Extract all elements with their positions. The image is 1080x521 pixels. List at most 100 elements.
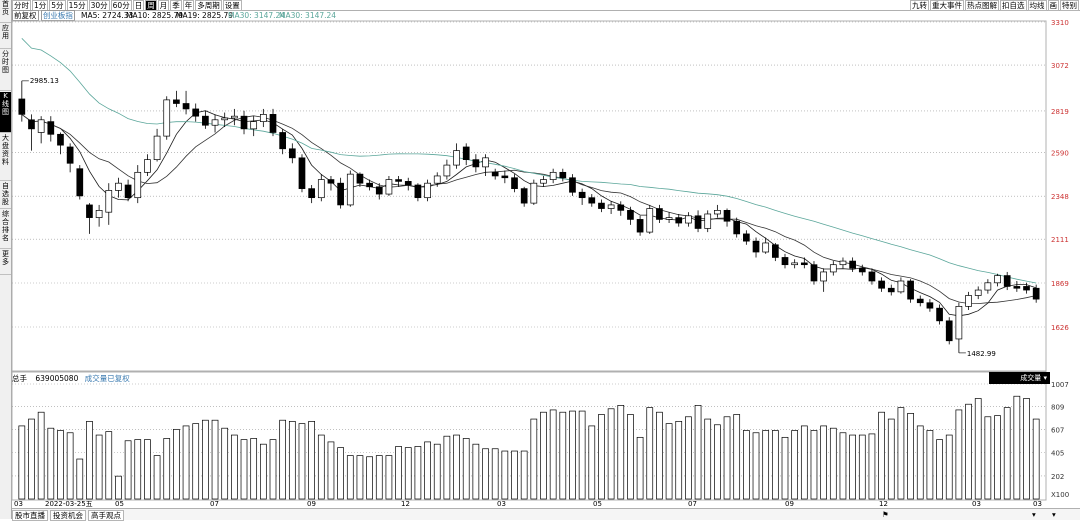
candle-body bbox=[395, 179, 402, 182]
tool-button-6[interactable]: 特别 bbox=[1060, 0, 1079, 11]
volume-axis-tick: X100 bbox=[1051, 491, 1069, 499]
volume-bar bbox=[424, 441, 431, 500]
volume-bar bbox=[144, 439, 151, 500]
volume-bar bbox=[897, 407, 905, 500]
candle-body bbox=[163, 99, 171, 137]
candle-body bbox=[627, 210, 634, 220]
period-button-5[interactable]: 60分 bbox=[110, 0, 132, 11]
low-annotation: 1482.99 bbox=[967, 350, 996, 358]
period-button-7[interactable]: 周 bbox=[145, 0, 157, 11]
tool-button-1[interactable]: 重大事件 bbox=[930, 0, 964, 11]
volume-label: 总手 bbox=[12, 374, 27, 383]
chevron-down-icon: ▾ bbox=[1043, 374, 1047, 382]
candle-body bbox=[733, 220, 741, 235]
candle-body bbox=[646, 208, 654, 233]
flag-icon[interactable]: ⚑ bbox=[882, 510, 889, 519]
volume-bar bbox=[134, 439, 142, 500]
period-button-0[interactable]: 分时 bbox=[12, 0, 31, 11]
candle-body bbox=[404, 181, 412, 186]
candle-body bbox=[1013, 286, 1021, 289]
volume-bar bbox=[675, 420, 683, 500]
candle-body bbox=[153, 135, 161, 160]
candle-body bbox=[86, 204, 93, 218]
sidebar-tab-0[interactable]: 首页 bbox=[0, 0, 11, 23]
volume-bar bbox=[656, 411, 663, 500]
period-button-9[interactable]: 季 bbox=[170, 0, 182, 11]
period-button-2[interactable]: 5分 bbox=[49, 0, 66, 11]
candle-body bbox=[173, 99, 180, 104]
volume-bar bbox=[907, 412, 914, 500]
candle-body bbox=[18, 98, 26, 115]
tool-button-4[interactable]: 均线 bbox=[1027, 0, 1047, 11]
volume-bar bbox=[491, 448, 499, 500]
volume-bar bbox=[520, 450, 528, 500]
period-button-10[interactable]: 年 bbox=[182, 0, 195, 11]
period-button-12[interactable]: 设置 bbox=[222, 0, 242, 11]
volume-bar bbox=[18, 425, 26, 500]
volume-bar bbox=[308, 420, 315, 500]
candle-body bbox=[231, 115, 238, 119]
candle-body bbox=[240, 115, 248, 130]
volume-bar bbox=[95, 434, 103, 500]
candle-body bbox=[298, 157, 306, 189]
candle-body bbox=[433, 175, 441, 184]
candle-body bbox=[656, 208, 663, 220]
tool-button-0[interactable]: 九转 bbox=[910, 0, 929, 11]
chevron-down-icon[interactable]: ▾ bbox=[1052, 510, 1056, 519]
period-button-6[interactable]: 日 bbox=[132, 0, 145, 11]
bottom-tab-1[interactable]: 投资机会 bbox=[50, 510, 86, 521]
candle-body bbox=[820, 271, 827, 282]
volume-bar bbox=[820, 425, 827, 500]
sidebar-tab-5[interactable]: 自选股 bbox=[0, 182, 11, 209]
volume-bar bbox=[404, 447, 412, 500]
period-button-1[interactable]: 1分 bbox=[32, 0, 49, 11]
volume-bar bbox=[385, 455, 393, 500]
sidebar-tab-4[interactable]: 大盘资料 bbox=[0, 134, 11, 181]
volume-value: 639005080 bbox=[35, 374, 79, 383]
period-button-4[interactable]: 30分 bbox=[88, 0, 110, 11]
volume-bar bbox=[791, 430, 799, 500]
sidebar-tab-6[interactable]: 综合排名 bbox=[0, 210, 11, 249]
volume-bar bbox=[858, 434, 866, 500]
candle-body bbox=[211, 119, 219, 126]
candle-body bbox=[771, 244, 779, 258]
volume-bar bbox=[231, 434, 238, 500]
candle-body bbox=[66, 146, 74, 164]
price-adjust-selector[interactable]: 前复权 创业板指 bbox=[12, 10, 75, 21]
sidebar-tab-3[interactable]: K线图 bbox=[0, 92, 11, 133]
volume-indicator-select[interactable]: 成交量 ▾ bbox=[989, 372, 1050, 384]
volume-bar bbox=[965, 403, 972, 500]
period-button-11[interactable]: 多周期 bbox=[195, 0, 222, 11]
candle-body bbox=[124, 184, 132, 199]
volume-bar bbox=[974, 398, 982, 500]
chevron-down-icon[interactable]: ▾ bbox=[1032, 510, 1036, 519]
sidebar-tab-7[interactable]: 更多 bbox=[0, 250, 11, 275]
candle-body bbox=[520, 188, 528, 204]
bottom-tab-0[interactable]: 股市直播 bbox=[12, 510, 48, 521]
ma30-legend: MA30: 3147.24 bbox=[228, 11, 286, 20]
sidebar-tab-2[interactable]: 分时图 bbox=[0, 50, 11, 91]
volume-bar bbox=[327, 441, 335, 500]
candle-body bbox=[491, 171, 499, 177]
sidebar-tab-1[interactable]: 应用 bbox=[0, 24, 11, 49]
bottom-tab-2[interactable]: 高手观点 bbox=[88, 510, 124, 521]
volume-bar bbox=[781, 436, 789, 500]
adjust-select-label[interactable]: 前复权 bbox=[12, 10, 39, 21]
volume-bar bbox=[298, 423, 306, 500]
tool-button-3[interactable]: 扣自选 bbox=[1000, 0, 1027, 11]
volume-bar bbox=[153, 455, 161, 500]
index-select-label[interactable]: 创业板指 bbox=[40, 10, 75, 21]
x-axis-tick: 07 bbox=[688, 500, 697, 508]
volume-bar bbox=[511, 450, 518, 500]
volume-bar bbox=[1023, 398, 1030, 500]
volume-bar bbox=[395, 446, 402, 500]
candle-body bbox=[984, 282, 992, 291]
volume-bar bbox=[984, 416, 992, 500]
period-button-8[interactable]: 月 bbox=[157, 0, 170, 11]
candle-body bbox=[685, 215, 692, 224]
volume-bar bbox=[588, 425, 596, 500]
tool-button-5[interactable]: 画 bbox=[1047, 0, 1059, 11]
period-button-3[interactable]: 15分 bbox=[66, 0, 88, 11]
tool-button-2[interactable]: 热点图解 bbox=[965, 0, 999, 11]
